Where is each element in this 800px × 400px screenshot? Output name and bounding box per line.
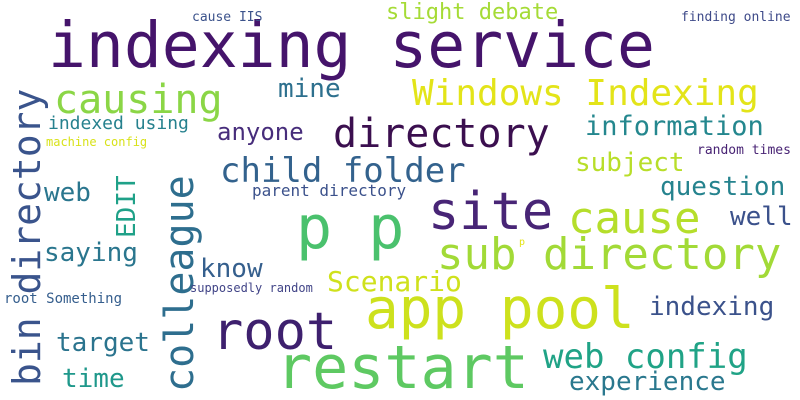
word-indexing-service: indexing service <box>48 9 655 82</box>
word-p-p: p p <box>296 193 405 263</box>
word-mine: mine <box>278 74 341 104</box>
word-information: information <box>585 111 764 142</box>
word-cause: cause <box>568 193 701 244</box>
word-question: question <box>660 172 786 202</box>
word-causing: causing <box>54 77 223 123</box>
word-anyone: anyone <box>217 118 304 146</box>
word-finding-online: finding online <box>681 10 791 25</box>
word-app-pool: app pool <box>365 277 635 342</box>
word-slight-debate: slight debate <box>386 0 559 25</box>
word-random-times: random times <box>697 143 791 158</box>
word-saying: saying <box>44 238 138 268</box>
word-indexed-using: indexed using <box>48 113 189 134</box>
word-target: target <box>56 328 150 358</box>
word-windows-indexing: Windows Indexing <box>412 73 759 114</box>
word-restart: restart <box>276 333 529 400</box>
word-cause-iis: cause IIS <box>192 10 263 25</box>
word-edit: EDIT <box>112 175 142 238</box>
word-supposedly-random: supposedly random <box>190 281 313 295</box>
word-machine-config: machine config <box>46 135 148 149</box>
word-scenario: Scenario <box>327 265 462 298</box>
word-root-something: root Something <box>4 291 123 307</box>
word-indexing: indexing <box>649 292 775 322</box>
word-child-folder: child folder <box>220 151 466 191</box>
word-sub-directory: sub directory <box>437 229 782 280</box>
word-time: time <box>62 364 125 394</box>
word-root: root <box>212 302 338 362</box>
word-p: p <box>519 237 526 248</box>
word-subject: subject <box>575 148 685 178</box>
word-know: know <box>200 254 263 284</box>
word-bin-directory: bin directory <box>5 88 49 386</box>
word-site: site <box>428 182 554 242</box>
word-parent-directory: parent directory <box>252 181 407 200</box>
word-web-config: web config <box>543 337 748 377</box>
word-web: web <box>44 178 91 208</box>
word-experience: experience <box>569 367 726 397</box>
word-well: well <box>730 202 793 232</box>
word-directory: directory <box>333 111 550 157</box>
